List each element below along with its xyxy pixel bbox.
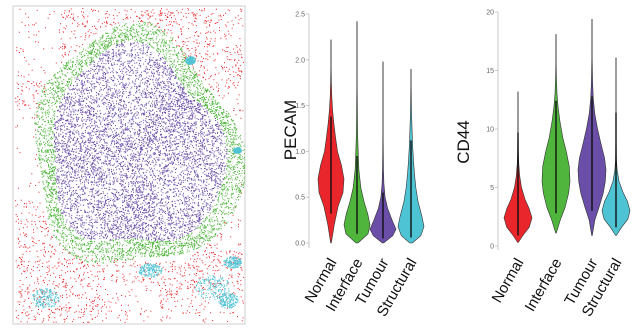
pecam-violin-normal [317, 39, 345, 244]
pecam-y-ticks: 0.0 0.5 1.0 1.5 2.0 2.5 [295, 12, 309, 248]
cd44-y-tick-label: 15 [486, 68, 494, 75]
cd44-y-axis-label: CD44 [454, 120, 473, 163]
pecam-violin-tumour [369, 61, 397, 244]
tissue-map-panel [12, 5, 246, 325]
pecam-violin-body [343, 21, 371, 244]
cd44-y-tick-label: 0 [490, 244, 494, 251]
pecam-y-tick-label: 0.5 [295, 195, 305, 202]
pecam-violin-body [369, 61, 397, 244]
pecam-y-tick-label: 0.0 [295, 241, 305, 248]
pecam-y-tick-label: 2.5 [295, 12, 305, 19]
cd44-violin-interface [541, 34, 571, 234]
pecam-y-tick-label: 1.5 [295, 103, 305, 110]
pecam-violin-structural [397, 68, 425, 244]
cd44-category-label: Interface [522, 256, 566, 315]
cd44-violin-panel: 0 5 10 15 20 CD44 NormalInterfaceTumourStruc… [454, 10, 631, 320]
tissue-points-interface [34, 21, 246, 264]
pecam-y-tick-label: 2.0 [295, 57, 305, 64]
cd44-y-ticks: 0 5 10 15 20 [486, 10, 498, 251]
cd44-y-tick-label: 5 [490, 185, 494, 192]
cd44-violins [503, 18, 631, 243]
pecam-y-tick-label: 1.0 [295, 149, 305, 156]
cd44-y-tick-label: 10 [486, 127, 494, 134]
tissue-points-tumour [53, 41, 228, 242]
pecam-y-axis-label: PECAM [281, 100, 300, 160]
cd44-violin-structural [601, 57, 631, 236]
cd44-category-label: Normal [489, 256, 528, 306]
cd44-violin-normal [503, 91, 533, 243]
cd44-y-tick-label: 20 [486, 10, 494, 17]
tissue-map-points [15, 8, 246, 323]
pecam-violin-panel: 0.0 0.5 1.0 1.5 2.0 2.5 PECAM NormalInterface… [281, 12, 425, 320]
pecam-violins [317, 21, 425, 244]
pecam-violin-interface [343, 21, 371, 244]
cd44-violin-tumour [577, 18, 607, 236]
